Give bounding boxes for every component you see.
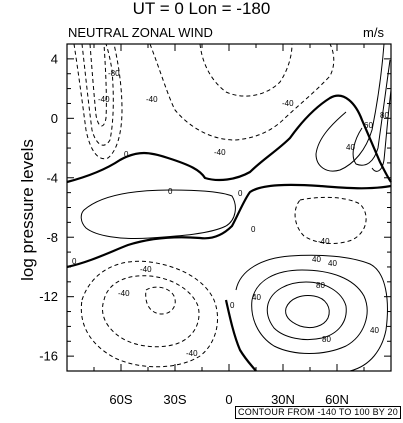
chart-title: UT = 0 Lon = -180 <box>132 0 271 18</box>
contour-line-neg-left-2 <box>81 43 114 146</box>
contour-line-pos-lowerright-1 <box>235 254 388 372</box>
y-axis-tick-label: -8 <box>46 230 58 245</box>
contour-line-neg-left-1 <box>73 43 123 160</box>
contour-label: -40 <box>118 289 130 298</box>
contour-label: 0 <box>168 187 173 196</box>
units-label: m/s <box>363 25 384 40</box>
contour-label: -40 <box>146 95 158 104</box>
contour-label: 0 <box>230 301 235 310</box>
contour-label: 40 <box>312 255 321 264</box>
contour-label: -80 <box>108 69 120 78</box>
contour-line-neg-left-3 <box>89 43 107 127</box>
contour-line-pos-lowerright-2 <box>251 269 368 354</box>
chart-left-label: NEUTRAL ZONAL WIND <box>68 25 213 40</box>
contour-line-neg-lowerleft-2 <box>102 275 200 348</box>
y-axis-tick-label: -4 <box>46 170 58 185</box>
contour-label: 60 <box>364 121 373 130</box>
contour-label: 40 <box>328 259 337 268</box>
contour-label: 0 <box>72 257 77 266</box>
contour-label: 80 <box>322 335 331 344</box>
contour-label: 0 <box>238 189 243 198</box>
y-axis-tick-label: 0 <box>51 111 58 126</box>
contour-label: 40 <box>252 293 261 302</box>
y-axis-tick-label: -12 <box>39 289 58 304</box>
contour-info-box: CONTOUR FROM -140 TO 100 BY 20 <box>235 406 401 419</box>
contour-label: -40 <box>186 349 198 358</box>
contour-line-neg-top-center <box>149 43 335 141</box>
contour-label: 0 <box>251 225 256 234</box>
contour-line-neg-top-inner <box>199 43 293 97</box>
contour-label: -40 <box>140 265 152 274</box>
contour-label: -40 <box>214 148 226 157</box>
contour-line-zero-lower <box>224 299 257 372</box>
x-axis-tick-label: 60N <box>325 392 349 407</box>
contour-label: 40 <box>370 326 379 335</box>
contour-line-neg-right <box>294 196 367 244</box>
contour-label: 80 <box>380 111 389 120</box>
contour-line-zero-mid <box>66 183 392 269</box>
contour-label: 80 <box>316 281 325 290</box>
contour-line-pos-lowerright-4 <box>285 295 330 329</box>
y-axis-tick-label: -16 <box>39 349 58 364</box>
contour-label: -40 <box>98 95 110 104</box>
contour-line-neg-lowerleft-1 <box>80 260 218 368</box>
x-axis-tick-label: 0 <box>225 392 232 407</box>
y-axis-tick-label: 4 <box>51 51 58 66</box>
contour-line-pos-upper-right-2 <box>352 59 391 166</box>
contour-label: -40 <box>282 99 294 108</box>
x-axis-tick-label: 30S <box>163 392 186 407</box>
contour-line-pos-upper-right-1 <box>315 43 385 172</box>
contour-line-pos-lowerright-3 <box>266 281 347 341</box>
contour-label: 40 <box>346 143 355 152</box>
contour-label: -40 <box>318 237 330 246</box>
x-axis-tick-label: 30N <box>271 392 295 407</box>
contour-line-pos-left-box <box>80 189 236 239</box>
x-axis-tick-label: 60S <box>109 392 132 407</box>
contour-line-zero-upper-left <box>66 94 392 184</box>
contour-line-pos-upper-right-3 <box>371 89 392 172</box>
contour-line-neg-lowerleft-3 <box>145 286 176 315</box>
contour-label: 0 <box>124 150 129 159</box>
